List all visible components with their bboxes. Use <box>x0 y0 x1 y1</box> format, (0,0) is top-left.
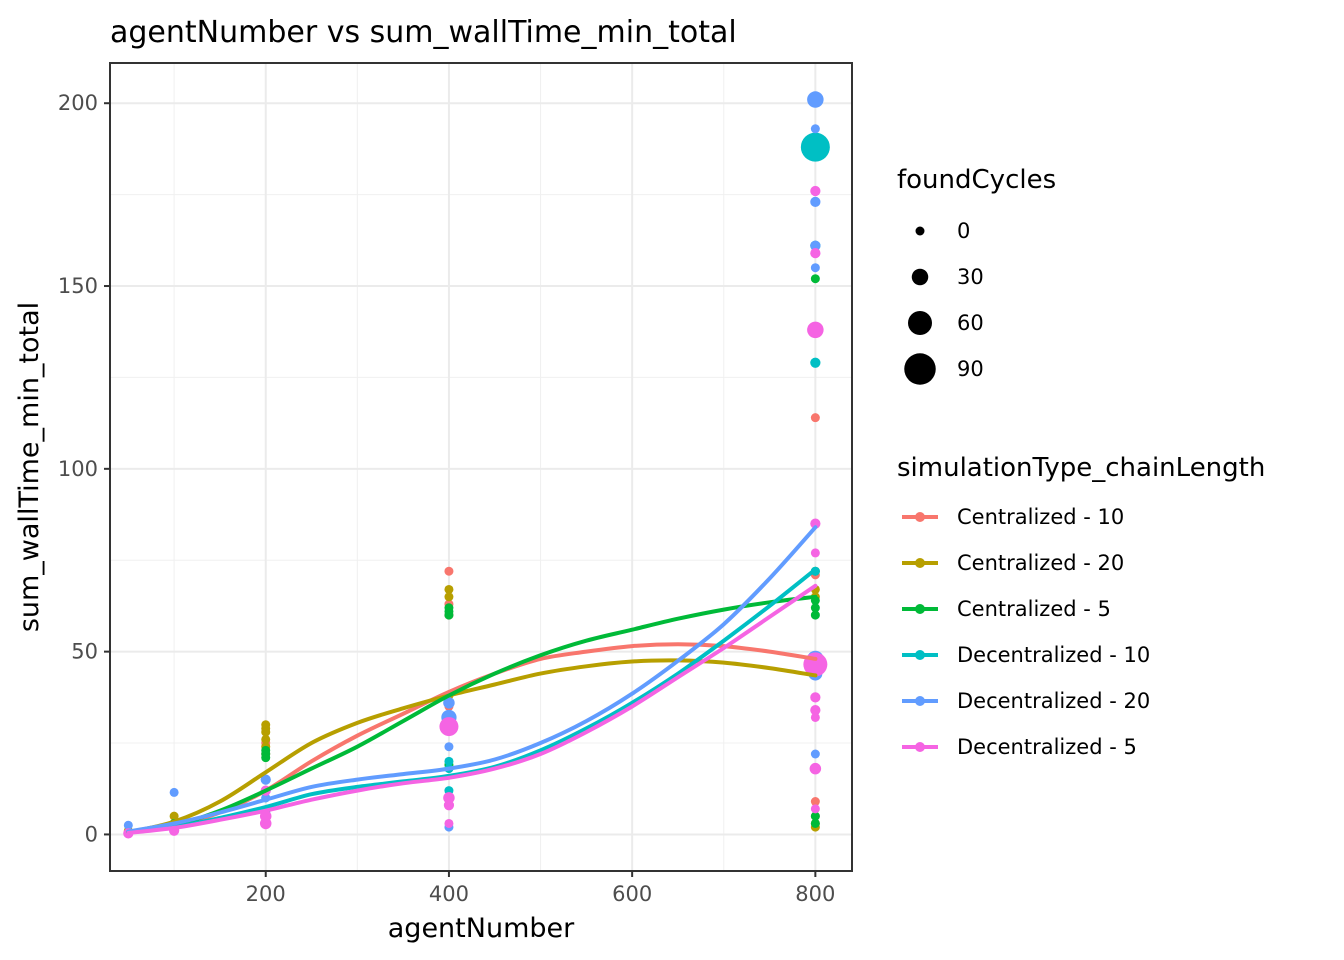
color-legend-label: Centralized - 20 <box>957 551 1124 575</box>
data-point <box>261 753 271 763</box>
data-point <box>810 240 821 251</box>
panel-background <box>110 63 852 871</box>
panel-border <box>109 62 853 872</box>
data-point <box>444 566 454 576</box>
y-tick-label: 150 <box>58 274 98 298</box>
data-point <box>810 274 820 284</box>
data-point <box>169 811 179 821</box>
data-point <box>810 357 821 368</box>
x-axis: 200 400 600 800 <box>246 871 835 906</box>
data-point <box>810 797 820 807</box>
chart-title: agentNumber vs sum_wallTime_min_total <box>110 15 737 50</box>
size-legend-key <box>911 268 929 286</box>
points-layer <box>123 91 830 839</box>
data-point <box>259 817 272 830</box>
data-point <box>810 818 820 828</box>
data-point <box>443 792 455 804</box>
y-tick-label: 200 <box>58 91 98 115</box>
data-point <box>809 762 822 775</box>
color-legend-label: Decentralized - 20 <box>957 689 1150 713</box>
data-point <box>169 787 179 797</box>
data-point <box>444 818 454 828</box>
color-legend-key-dot <box>915 558 925 568</box>
series-smooth-line <box>126 594 818 835</box>
data-point <box>800 132 830 162</box>
size-legend-title: foundCycles <box>897 165 1056 195</box>
size-legend-key <box>904 353 936 385</box>
data-point <box>810 263 820 273</box>
x-tick-label: 400 <box>429 882 469 906</box>
size-legend-label: 60 <box>957 311 984 335</box>
color-legend-label: Centralized - 10 <box>957 505 1124 529</box>
data-point <box>810 124 820 134</box>
smooth-lines-layer <box>126 525 818 835</box>
data-point <box>444 592 454 602</box>
data-point <box>810 804 820 814</box>
data-point <box>810 692 821 703</box>
size-legend-label: 90 <box>957 357 984 381</box>
color-legend-key-dot <box>915 696 925 706</box>
data-point <box>261 734 271 744</box>
data-point <box>810 712 820 722</box>
data-point <box>810 247 821 259</box>
data-point <box>260 774 271 785</box>
data-point <box>810 548 820 558</box>
color-legend-key-dot <box>915 650 925 660</box>
x-tick-label: 200 <box>246 882 286 906</box>
color-legend-label: Decentralized - 5 <box>957 735 1137 759</box>
data-point <box>123 820 133 830</box>
size-legend-label: 30 <box>957 265 984 289</box>
x-axis-label: agentNumber <box>388 913 575 944</box>
x-tick-label: 800 <box>795 882 835 906</box>
data-point <box>810 749 820 759</box>
data-point <box>810 705 821 716</box>
data-point <box>444 610 454 620</box>
series-smooth-line <box>126 583 818 835</box>
color-legend: simulationType_chainLength Centralized -… <box>897 453 1265 759</box>
data-point <box>810 413 820 423</box>
data-point <box>807 91 824 108</box>
y-tick-label: 50 <box>71 640 98 664</box>
series-smooth-line <box>126 525 818 834</box>
color-legend-title: simulationType_chainLength <box>897 453 1265 483</box>
color-legend-label: Centralized - 5 <box>957 597 1111 621</box>
data-point <box>810 196 821 208</box>
data-point <box>810 811 820 821</box>
data-point <box>807 321 824 339</box>
y-axis-label: sum_wallTime_min_total <box>14 302 45 632</box>
data-point <box>810 518 821 529</box>
data-point <box>444 756 454 766</box>
data-point <box>810 603 820 613</box>
color-legend-key-dot <box>915 512 925 522</box>
y-tick-label: 0 <box>85 822 98 846</box>
data-point <box>443 697 455 709</box>
size-legend-label: 0 <box>957 219 970 243</box>
y-tick-label: 100 <box>58 457 98 481</box>
data-point <box>261 727 271 737</box>
data-point <box>810 185 821 197</box>
color-legend-label: Decentralized - 10 <box>957 643 1150 667</box>
data-point <box>444 742 454 752</box>
data-point <box>443 800 455 811</box>
size-legend-key <box>915 226 925 236</box>
color-legend-key-dot <box>915 604 925 614</box>
plot-panel <box>109 62 853 872</box>
data-point <box>444 584 454 594</box>
y-axis: 0 50 100 150 200 <box>58 91 110 846</box>
x-tick-label: 600 <box>612 882 652 906</box>
size-legend: foundCycles 0 30 60 90 <box>897 165 1056 385</box>
data-point <box>810 610 820 620</box>
size-legend-key <box>908 311 932 335</box>
data-point <box>439 717 459 737</box>
color-legend-key-dot <box>915 742 925 752</box>
